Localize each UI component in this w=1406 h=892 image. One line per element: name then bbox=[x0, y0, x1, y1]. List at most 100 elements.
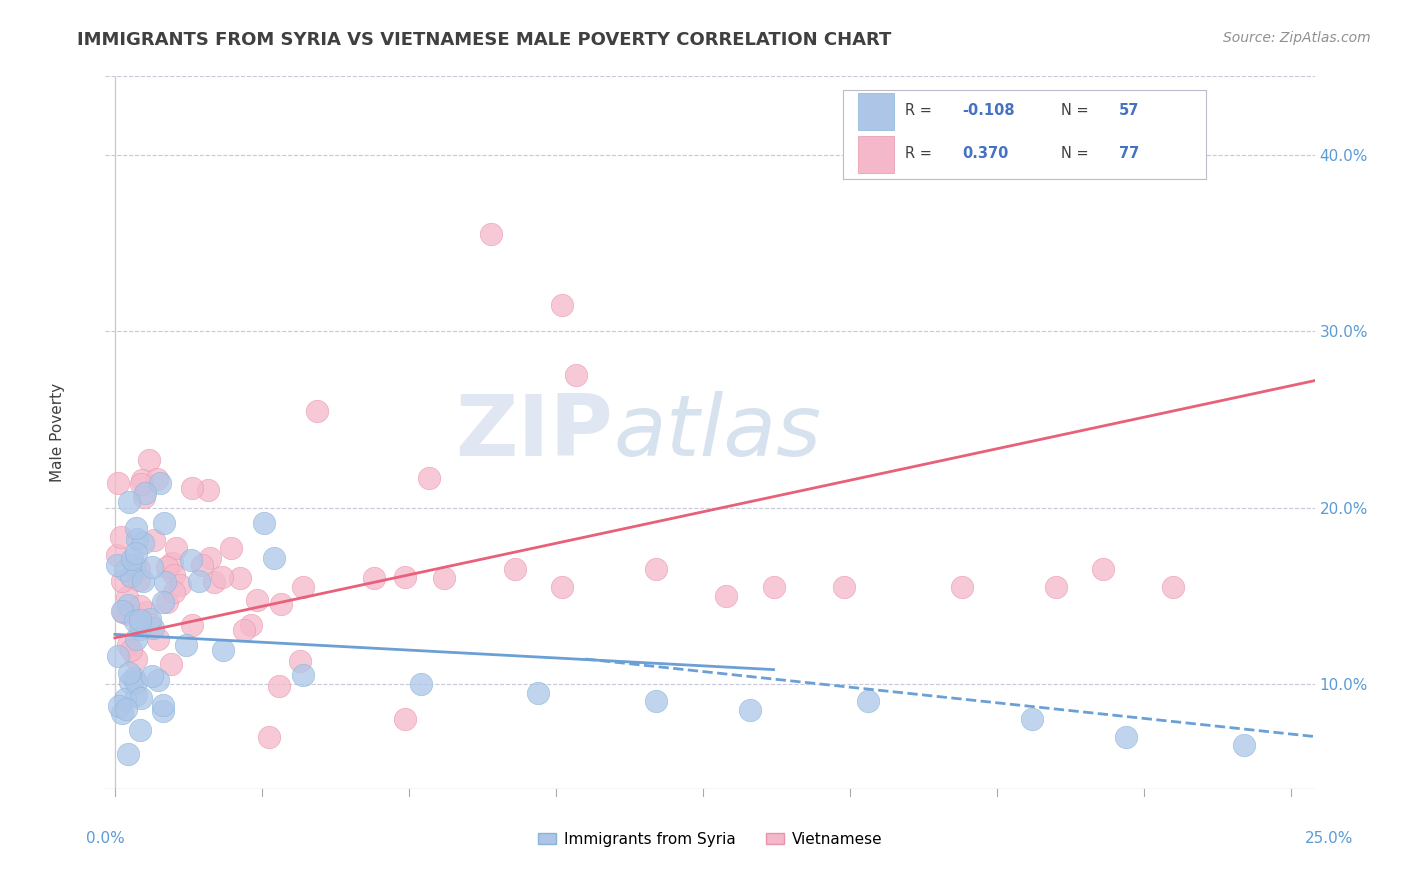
Point bbox=[128, 613, 150, 627]
Point bbox=[212, 643, 235, 657]
Point bbox=[120, 570, 142, 584]
Point bbox=[134, 485, 156, 500]
Point bbox=[139, 611, 162, 625]
Point bbox=[219, 541, 242, 555]
Point bbox=[114, 702, 136, 716]
Point bbox=[120, 643, 142, 657]
Point bbox=[132, 491, 155, 505]
Point bbox=[418, 471, 440, 485]
Point bbox=[292, 580, 315, 594]
Point bbox=[160, 557, 183, 571]
Point bbox=[110, 530, 132, 544]
Point bbox=[112, 605, 135, 619]
Text: IMMIGRANTS FROM SYRIA VS VIETNAMESE MALE POVERTY CORRELATION CHART: IMMIGRANTS FROM SYRIA VS VIETNAMESE MALE… bbox=[77, 31, 891, 49]
Point bbox=[148, 673, 170, 687]
Point bbox=[152, 698, 174, 712]
Point bbox=[202, 574, 225, 589]
Legend: Immigrants from Syria, Vietnamese: Immigrants from Syria, Vietnamese bbox=[531, 826, 889, 853]
Point bbox=[433, 571, 456, 585]
Point bbox=[128, 562, 150, 576]
Point bbox=[263, 551, 285, 566]
Point bbox=[143, 533, 166, 547]
Point bbox=[252, 516, 274, 531]
Point bbox=[950, 580, 973, 594]
Point bbox=[125, 532, 148, 546]
Point bbox=[138, 452, 160, 467]
Point bbox=[645, 562, 668, 576]
Point bbox=[128, 622, 150, 636]
Point bbox=[239, 618, 262, 632]
Point bbox=[149, 476, 172, 491]
Point bbox=[139, 617, 162, 632]
Point bbox=[107, 648, 129, 663]
Point bbox=[181, 482, 204, 496]
Text: ZIP: ZIP bbox=[456, 391, 613, 475]
Point bbox=[738, 703, 761, 717]
Point bbox=[527, 685, 550, 699]
Point bbox=[131, 473, 153, 487]
Point bbox=[117, 607, 139, 622]
Point bbox=[121, 552, 143, 566]
Point bbox=[188, 574, 211, 588]
Point bbox=[125, 632, 148, 646]
Point bbox=[129, 690, 152, 705]
Point bbox=[125, 546, 148, 560]
Point bbox=[165, 541, 187, 555]
Point bbox=[1045, 580, 1067, 594]
Point bbox=[162, 568, 184, 582]
Point bbox=[479, 227, 502, 242]
Point bbox=[181, 618, 204, 632]
Point bbox=[141, 559, 163, 574]
Point bbox=[169, 578, 191, 592]
Point bbox=[191, 558, 214, 573]
Point bbox=[259, 730, 281, 744]
Point bbox=[307, 403, 329, 417]
Point bbox=[180, 553, 202, 567]
Point bbox=[141, 669, 163, 683]
Point bbox=[114, 564, 136, 578]
Point bbox=[114, 691, 136, 706]
Point bbox=[409, 676, 432, 690]
Point bbox=[551, 298, 574, 312]
Text: Source: ZipAtlas.com: Source: ZipAtlas.com bbox=[1223, 31, 1371, 45]
Point bbox=[152, 704, 174, 718]
Point bbox=[118, 666, 141, 681]
Point bbox=[124, 614, 146, 628]
Point bbox=[125, 675, 148, 690]
Point bbox=[146, 632, 169, 646]
Point bbox=[117, 599, 139, 613]
Point bbox=[197, 483, 219, 497]
Text: 0.0%: 0.0% bbox=[86, 831, 125, 846]
Point bbox=[105, 558, 128, 572]
Point bbox=[292, 668, 315, 682]
Point bbox=[132, 574, 155, 588]
Point bbox=[163, 585, 186, 599]
Point bbox=[124, 688, 146, 702]
Point bbox=[156, 559, 179, 574]
Point bbox=[122, 558, 145, 572]
Point bbox=[129, 477, 152, 491]
Point bbox=[105, 548, 128, 562]
Point bbox=[111, 604, 134, 618]
Point bbox=[394, 712, 416, 726]
Point bbox=[645, 694, 668, 708]
Point bbox=[211, 570, 233, 584]
Point bbox=[125, 521, 148, 535]
Point bbox=[551, 580, 574, 594]
Point bbox=[1091, 562, 1114, 576]
Point bbox=[128, 573, 150, 587]
Point bbox=[128, 599, 150, 614]
Point bbox=[107, 476, 129, 491]
Text: atlas: atlas bbox=[613, 391, 821, 475]
Point bbox=[125, 651, 148, 665]
Point bbox=[129, 723, 152, 737]
Text: 25.0%: 25.0% bbox=[1305, 831, 1353, 846]
Point bbox=[174, 638, 197, 652]
Point bbox=[152, 595, 174, 609]
Point bbox=[762, 580, 785, 594]
Point bbox=[117, 638, 139, 652]
Point bbox=[832, 580, 855, 594]
Point bbox=[118, 495, 141, 509]
Point bbox=[1233, 739, 1256, 753]
Point bbox=[200, 551, 222, 566]
